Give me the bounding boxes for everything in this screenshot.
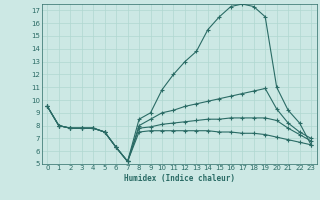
X-axis label: Humidex (Indice chaleur): Humidex (Indice chaleur) — [124, 174, 235, 183]
